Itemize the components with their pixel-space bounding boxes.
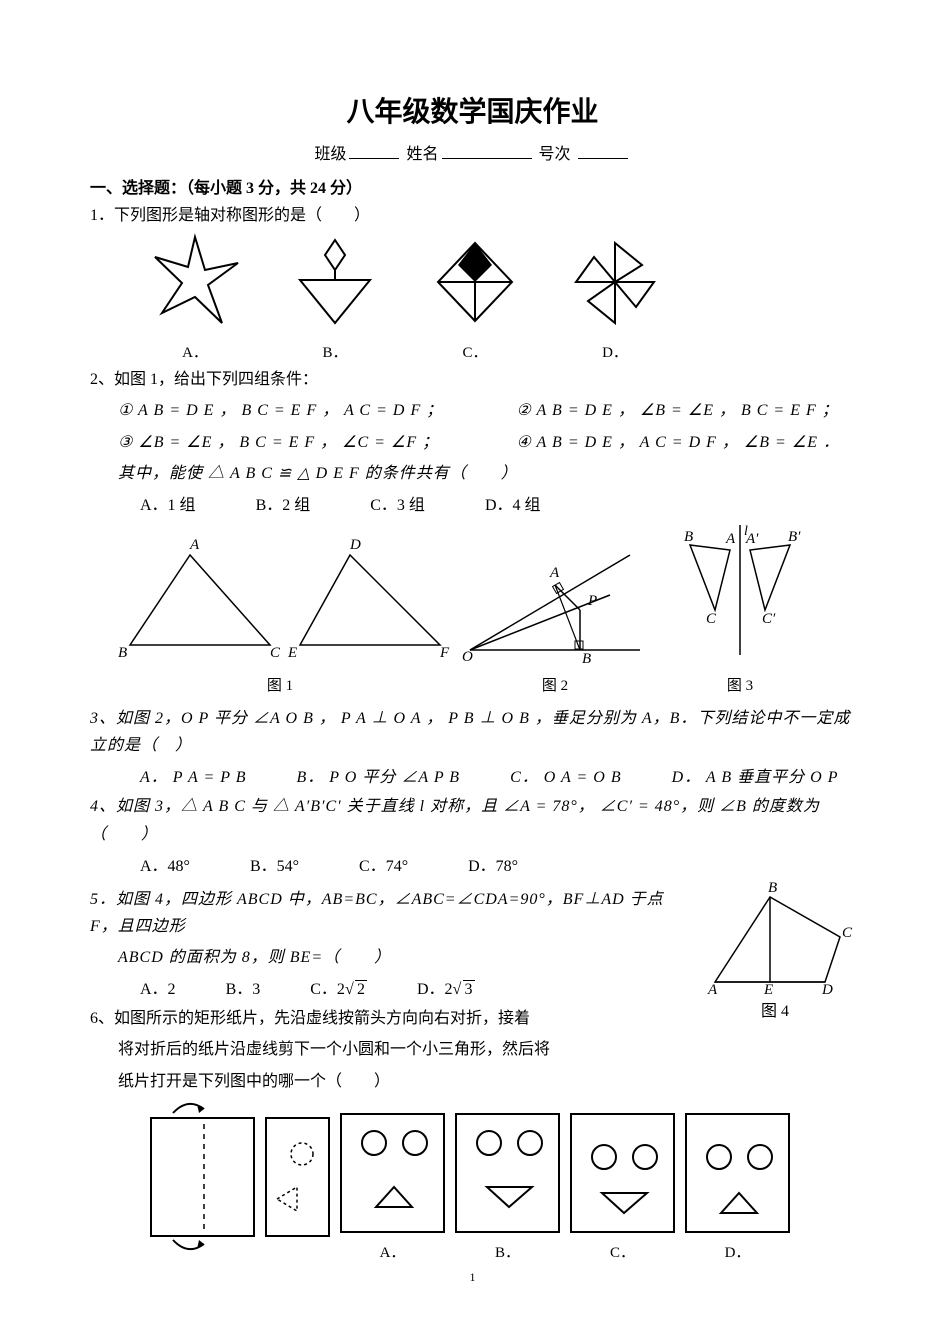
fig2-label: 图 2: [460, 674, 650, 695]
q2-c1: ① A B = D E ， B C = E F ， A C = D F ；: [118, 397, 457, 424]
q6-opt-c: C．: [570, 1241, 675, 1262]
class-blank[interactable]: [349, 143, 399, 159]
fig1-svg: A B C D E F: [110, 535, 450, 665]
q5-opt-b: B．3: [226, 975, 261, 999]
fig4-label: 图 4: [695, 997, 855, 1021]
fig3-lbl-Cp: C′: [762, 611, 776, 627]
q1-opt-a: A．: [150, 341, 240, 362]
q2-opts: A．1 组 B．2 组 C．3 组 D．4 组: [90, 491, 855, 515]
q1-shape-b: [290, 235, 380, 330]
q5-opt-d: D．23: [417, 975, 475, 999]
q2-lead: 2、如图 1，给出下列四组条件：: [90, 366, 855, 393]
q4-opts: A．48° B．54° C．74° D．78°: [90, 852, 855, 876]
q2-c4: ④ A B = D E ， A C = D F ， ∠B = ∠E ．: [517, 429, 856, 456]
name-blank[interactable]: [442, 143, 532, 159]
figure-row-1: A B C D E F 图 1 O A B P 图 2: [90, 525, 855, 695]
q3-opt-c: C． O A = O B: [510, 763, 622, 787]
q3-opt-b: B． P O 平分 ∠A P B: [297, 763, 461, 787]
q1-opt-b: B．: [290, 341, 380, 362]
name-label: 姓名: [406, 146, 438, 163]
fig3-lbl-Bp: B′: [788, 529, 801, 545]
fig2-lbl-P: P: [587, 593, 597, 609]
arrow-fold-bottom: [170, 1234, 210, 1259]
fig4-lbl-B: B: [768, 880, 777, 896]
q4-opt-d: D．78°: [468, 852, 518, 876]
fig1-lbl-C: C: [270, 645, 281, 661]
q2-c2: ② A B = D E ， ∠B = ∠E ， B C = E F ；: [517, 397, 856, 424]
q2-opt-c: C．3 组: [370, 491, 425, 515]
q4-opt-c: C．74°: [359, 852, 408, 876]
fig3-lbl-B: B: [684, 529, 693, 545]
fig2-lbl-B: B: [582, 651, 591, 667]
page-title: 八年级数学国庆作业: [90, 90, 855, 130]
class-label: 班级: [314, 146, 346, 163]
num-blank[interactable]: [578, 143, 628, 159]
page-number: 1: [90, 1270, 855, 1285]
q3-opt-d: D． A B 垂直平分 O P: [672, 763, 839, 787]
q2-opt-d: D．4 组: [485, 491, 541, 515]
q1-opt-c: C．: [430, 341, 520, 362]
q6-opt-c-box: [570, 1113, 675, 1233]
fig3-label: 图 3: [660, 674, 820, 695]
q4-opt-b: B．54°: [250, 852, 299, 876]
q5-block: 5．如图 4，四边形 ABCD 中，AB=BC，∠ABC=∠CDA=90°，BF…: [90, 882, 855, 1099]
q2-cond-row1: ① A B = D E ， B C = E F ， A C = D F ； ② …: [118, 397, 855, 424]
q1-shape-c: [430, 235, 520, 330]
q6-opt-a-box: [340, 1113, 445, 1233]
q4-opt-a: A．48°: [140, 852, 190, 876]
fig4-svg: A B C D E: [700, 882, 850, 992]
fig2-svg: O A B P: [460, 535, 650, 665]
fig1-lbl-E: E: [287, 645, 297, 661]
q6-opt-b-box: [455, 1113, 560, 1233]
q6-boxes: A． B． C．: [90, 1113, 855, 1262]
fig4-lbl-D: D: [821, 982, 833, 998]
q1-shape-d: [570, 235, 660, 330]
fig3-lbl-l: l: [744, 524, 748, 539]
fig2-lbl-O: O: [462, 649, 473, 665]
q6-cut-box: [265, 1117, 330, 1237]
q6-opt-a: A．: [340, 1241, 445, 1262]
q1-shapes: A． B． C． D．: [90, 235, 855, 362]
q1-shape-a: [150, 235, 240, 330]
fig1-lbl-A: A: [189, 537, 200, 553]
q6-fold-box: [150, 1117, 255, 1237]
q5-opts: A．2 B．3 C．22 D．23: [90, 975, 685, 999]
q2-opt-b: B．2 组: [256, 491, 311, 515]
q5-text1: 5．如图 4，四边形 ABCD 中，AB=BC，∠ABC=∠CDA=90°，BF…: [90, 886, 685, 940]
section-heading: 一、选择题：（每小题 3 分，共 24 分）: [90, 174, 855, 198]
q4-text: 4、如图 3，△ A B C 与 △ A′B′C′ 关于直线 l 对称，且 ∠A…: [90, 793, 855, 847]
q2-cond-row2: ③ ∠B = ∠E ， B C = E F ， ∠C = ∠F ； ④ A B …: [118, 429, 855, 456]
q2-c3: ③ ∠B = ∠E ， B C = E F ， ∠C = ∠F ；: [118, 429, 457, 456]
fig3-lbl-C: C: [706, 611, 717, 627]
fig1-lbl-F: F: [439, 645, 450, 661]
q5-opt-c: C．22: [310, 975, 367, 999]
q5-text2: ABCD 的面积为 8，则 BE=（ ）: [90, 944, 685, 971]
q6-opt-d-box: [685, 1113, 790, 1233]
q3-opt-a: A． P A = P B: [140, 763, 247, 787]
q6-l1: 6、如图所示的矩形纸片，先沿虚线按箭头方向向右对折，接着: [90, 1005, 685, 1032]
q3-text: 3、如图 2，O P 平分 ∠A O B ， P A ⊥ O A ， P B ⊥…: [90, 705, 855, 759]
fig1-label: 图 1: [110, 674, 450, 695]
q3-opts: A． P A = P B B． P O 平分 ∠A P B C． O A = O…: [90, 763, 855, 787]
q6-opt-b: B．: [455, 1241, 560, 1262]
fig4-lbl-C: C: [842, 925, 853, 941]
q2-concl: 其中，能使 △ A B C ≌ △ D E F 的条件共有（ ）: [118, 460, 855, 487]
q2-opt-a: A．1 组: [140, 491, 196, 515]
fig4-lbl-E: E: [763, 982, 773, 998]
q1-opt-d: D．: [570, 341, 660, 362]
num-label: 号次: [539, 146, 571, 163]
q5-opt-a: A．2: [140, 975, 176, 999]
fig3-svg: B A C A′ B′ C′ l: [660, 525, 820, 665]
fig3-lbl-A: A: [725, 531, 736, 547]
q6-l3: 纸片打开是下列图中的哪一个（ ）: [90, 1068, 685, 1095]
fig1-lbl-B: B: [118, 645, 127, 661]
q6-opt-d: D．: [685, 1241, 790, 1262]
fig4-lbl-A: A: [707, 982, 718, 998]
header-fields: 班级 姓名 号次: [90, 140, 855, 164]
q1-text: 1．下列图形是轴对称图形的是（ ）: [90, 202, 855, 229]
fig1-lbl-D: D: [349, 537, 361, 553]
fig2-lbl-A: A: [549, 565, 560, 581]
q6-l2: 将对折后的纸片沿虚线剪下一个小圆和一个小三角形，然后将: [90, 1036, 685, 1063]
